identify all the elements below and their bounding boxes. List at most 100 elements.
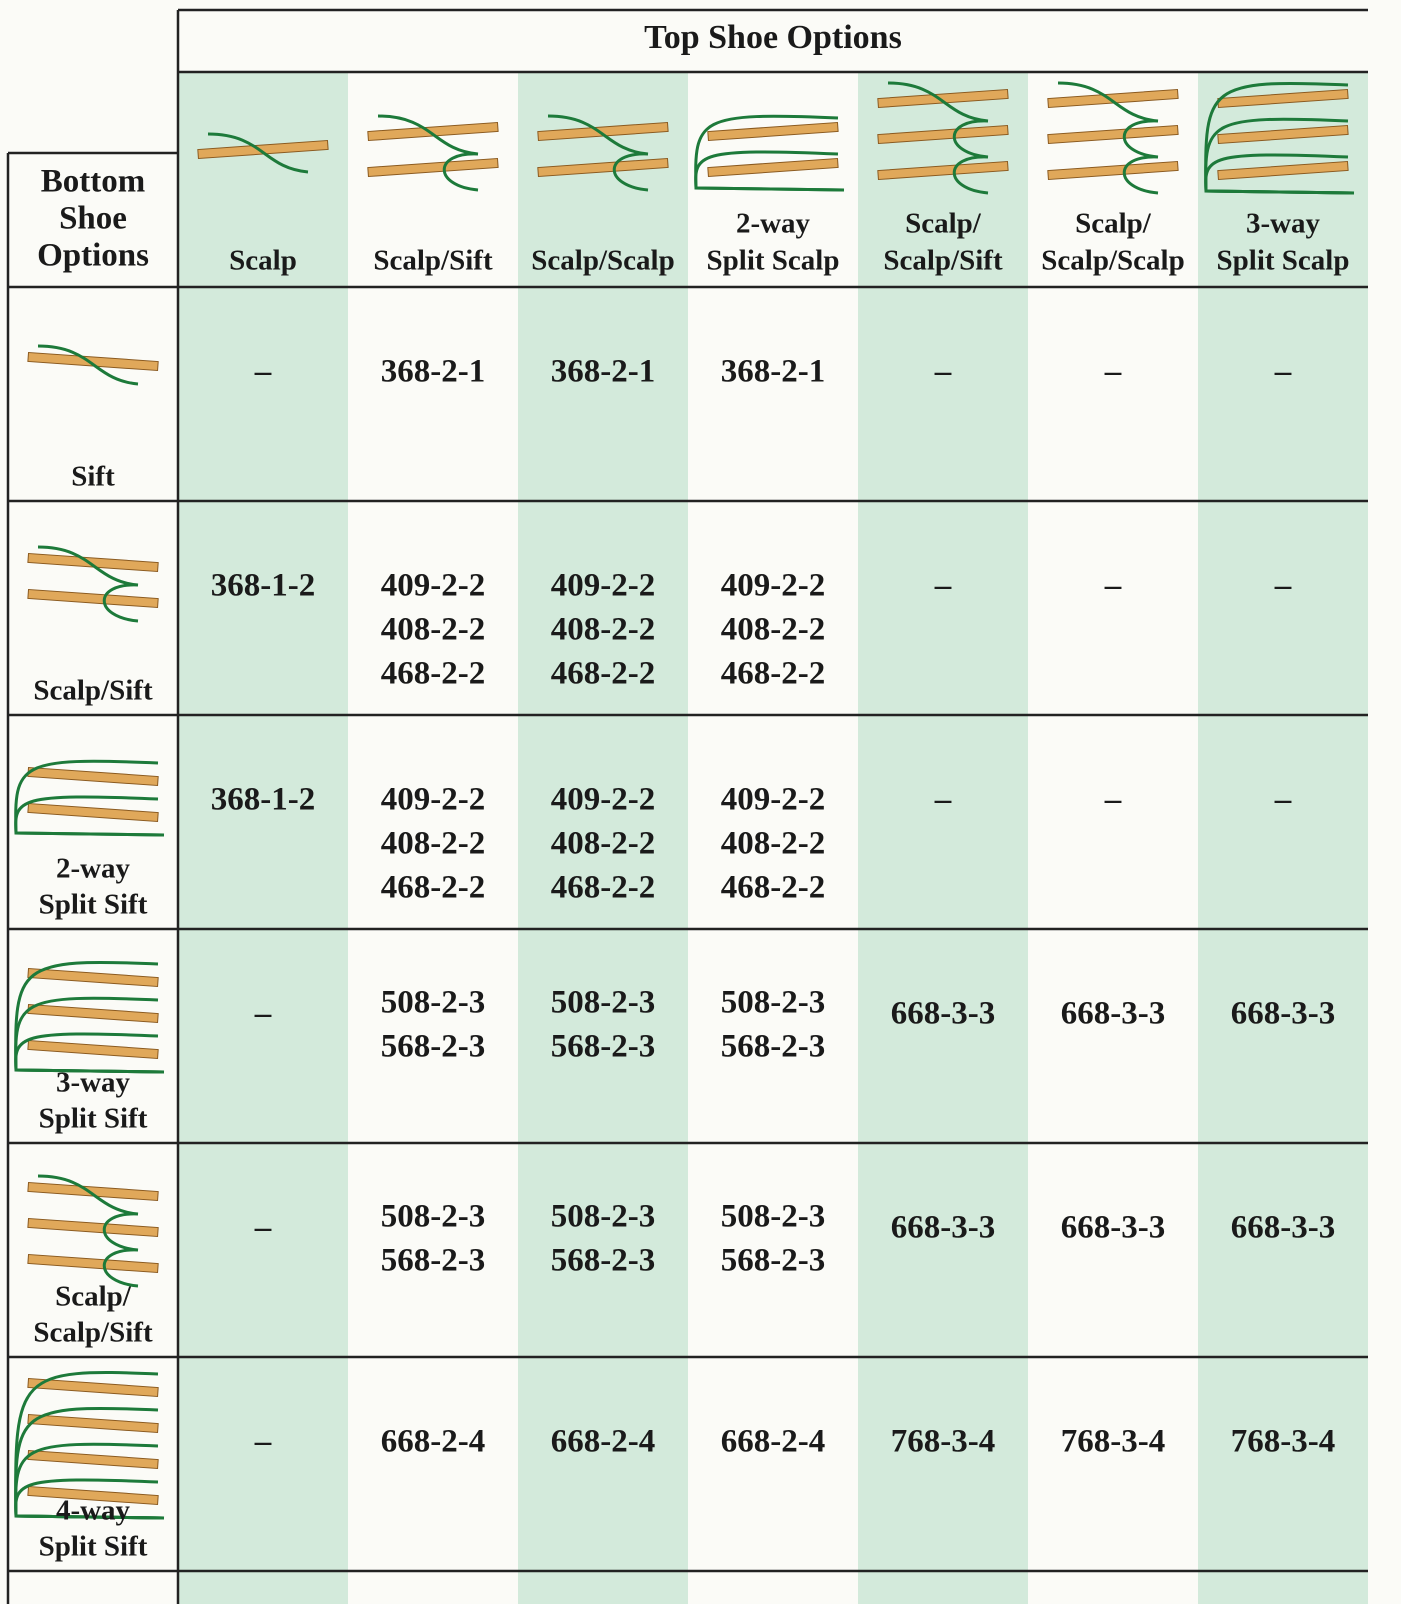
cell-value: 468-2-2 [551, 656, 655, 692]
cell-value: 508-2-3 [721, 1199, 825, 1235]
row-label: Scalp/Sift [33, 675, 153, 707]
cell-value: – [934, 568, 952, 604]
deck [28, 1414, 158, 1432]
row-label: Split Sift [39, 1531, 148, 1563]
cell-value: 668-3-3 [891, 996, 995, 1032]
column-shade [1198, 72, 1368, 1604]
cell-value: – [934, 354, 952, 390]
row-label: 4-way [56, 1495, 131, 1527]
column-header: 2-way [736, 208, 811, 240]
cell-value: 508-2-3 [551, 985, 655, 1021]
cell-value: 668-3-3 [1231, 996, 1335, 1032]
shoe-icon [696, 116, 844, 190]
column-header: Scalp/Sift [373, 245, 493, 277]
column-header: Scalp/Scalp [1041, 245, 1184, 277]
cell-value: 508-2-3 [721, 985, 825, 1021]
row-label: 3-way [56, 1067, 131, 1099]
shoe-icon [368, 116, 498, 190]
cell-value: 568-2-3 [721, 1029, 825, 1065]
cell-value: 768-3-4 [1061, 1424, 1165, 1460]
cell-value: 368-2-1 [551, 354, 655, 390]
deck [28, 1218, 158, 1236]
cell-value: 508-2-3 [551, 1199, 655, 1235]
table-title: Top Shoe Options [644, 19, 902, 56]
deck [28, 589, 158, 607]
cell-value: 668-3-3 [1061, 1210, 1165, 1246]
deck [28, 1040, 158, 1058]
deck [368, 122, 498, 140]
row-label: Scalp/Sift [33, 1317, 153, 1349]
column-header: Scalp/Sift [883, 245, 1003, 277]
row-label: 2-way [56, 853, 131, 885]
shoe-icon [16, 761, 164, 835]
deck [368, 158, 498, 176]
cell-value: 368-1-2 [211, 568, 315, 604]
deck [28, 968, 158, 986]
cell-value: – [1104, 568, 1122, 604]
column-shade [858, 72, 1028, 1604]
corner-label: Options [37, 238, 149, 274]
cell-value: 468-2-2 [381, 870, 485, 906]
cell-value: 768-3-4 [1231, 1424, 1335, 1460]
column-header: Scalp [229, 245, 297, 277]
shoe-icon [16, 962, 164, 1072]
cell-value: 668-2-4 [551, 1424, 655, 1460]
cell-value: – [934, 782, 952, 818]
corner-label: Shoe [59, 201, 127, 237]
cell-value: 468-2-2 [551, 870, 655, 906]
corner-label: Bottom [41, 164, 145, 200]
deck [1048, 89, 1178, 107]
cell-value: – [254, 1424, 272, 1460]
cell-value: 408-2-2 [381, 612, 485, 648]
cell-value: 668-2-4 [721, 1424, 825, 1460]
deck [28, 1182, 158, 1200]
cell-value: 408-2-2 [551, 612, 655, 648]
cell-value: 408-2-2 [721, 826, 825, 862]
deck [28, 1254, 158, 1272]
cell-value: 568-2-3 [381, 1243, 485, 1279]
deck [28, 767, 158, 785]
row-label: Scalp/ [55, 1281, 132, 1313]
column-header: Scalp/ [905, 208, 982, 240]
column-header: Split Scalp [1217, 245, 1350, 277]
shoe-icon [28, 346, 158, 384]
column-header: 3-way [1246, 208, 1321, 240]
shoe-icon [28, 1176, 158, 1286]
cell-value: 568-2-3 [551, 1243, 655, 1279]
deck [28, 553, 158, 571]
deck [28, 352, 158, 370]
cell-value: 408-2-2 [551, 826, 655, 862]
cell-value: 409-2-2 [551, 568, 655, 604]
cell-value: – [254, 996, 272, 1032]
row-label: Split Sift [39, 889, 148, 921]
cell-value: 408-2-2 [381, 826, 485, 862]
shoe-icon [1048, 83, 1178, 193]
cell-value: 409-2-2 [381, 782, 485, 818]
column-header: Split Scalp [707, 245, 840, 277]
deck [708, 158, 838, 176]
table: Top Shoe Options BottomShoeOptions Scalp Sc… [0, 0, 1401, 1604]
cell-value: 568-2-3 [551, 1029, 655, 1065]
cell-value: 368-2-1 [721, 354, 825, 390]
cell-value: – [1274, 782, 1292, 818]
deck [28, 1004, 158, 1022]
cell-value: 409-2-2 [721, 782, 825, 818]
cell-value: 668-3-3 [1061, 996, 1165, 1032]
cell-value: 408-2-2 [721, 612, 825, 648]
column-header: Scalp/Scalp [531, 245, 674, 277]
cell-value: – [254, 1210, 272, 1246]
cell-value: – [254, 354, 272, 390]
shoe-icon [28, 547, 158, 621]
deck [1048, 161, 1178, 179]
deck [708, 122, 838, 140]
cell-value: – [1104, 354, 1122, 390]
cell-value: 508-2-3 [381, 985, 485, 1021]
column-header: Scalp/ [1075, 208, 1152, 240]
page: Top Shoe Options BottomShoeOptions Scalp Sc… [0, 0, 1401, 1604]
cell-value: 568-2-3 [381, 1029, 485, 1065]
cell-value: 468-2-2 [721, 870, 825, 906]
cell-value: 768-3-4 [891, 1424, 995, 1460]
column-shade [178, 72, 348, 1604]
cell-value: 668-2-4 [381, 1424, 485, 1460]
cell-value: 409-2-2 [551, 782, 655, 818]
